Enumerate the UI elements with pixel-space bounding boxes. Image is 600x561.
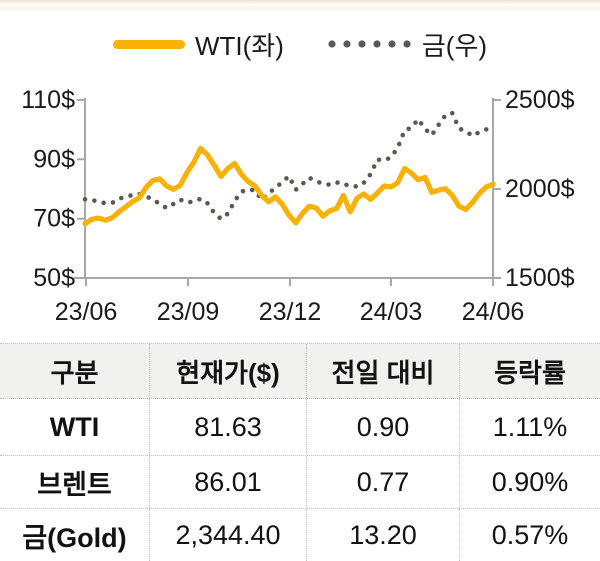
- brent-change: 0.77: [306, 456, 459, 508]
- left-tick-110: 110$: [21, 86, 75, 114]
- chart-canvas: 110$ 90$ 70$ 50$ 2500$ 2000$ 1500$ 23/06…: [21, 86, 575, 326]
- header-current-price: 현재가($): [149, 344, 306, 398]
- left-axis-labels: 110$ 90$ 70$ 50$: [21, 86, 75, 292]
- gold-change: 13.20: [306, 509, 459, 561]
- wti-change-rate: 1.11%: [459, 399, 600, 455]
- table-row-brent: 브렌트 86.01 0.77 0.90%: [0, 456, 600, 509]
- header-category: 구분: [50, 357, 99, 388]
- brent-change-rate: 0.90%: [459, 456, 600, 508]
- chart-legend: WTI(좌) 금(우): [0, 26, 600, 62]
- right-tick-2500: 2500$: [505, 86, 575, 114]
- table-row-gold: 금(Gold) 2,344.40 13.20 0.57%: [0, 509, 600, 561]
- x-tick-2312: 23/12: [259, 298, 322, 326]
- brent-price: 86.01: [149, 456, 306, 508]
- right-tick-1500: 1500$: [505, 264, 575, 292]
- brent-name: 브렌트: [37, 469, 112, 500]
- left-tick-50: 50$: [33, 264, 75, 292]
- x-tick-2309: 23/09: [157, 298, 220, 326]
- gold-name: 금(Gold): [22, 522, 127, 553]
- left-tick-90: 90$: [33, 145, 75, 173]
- wti-change: 0.90: [306, 399, 459, 455]
- left-tick-70: 70$: [33, 205, 75, 233]
- wti-name: WTI: [49, 411, 100, 442]
- header-change-rate: 등락률: [459, 344, 600, 398]
- x-axis-labels: 23/06 23/09 23/12 24/03 24/06: [55, 298, 525, 326]
- x-tick-2306: 23/06: [55, 298, 118, 326]
- x-tick-2403: 24/03: [360, 298, 423, 326]
- wti-line-swatch: [112, 39, 185, 49]
- legend-item-wti: WTI(좌): [112, 26, 284, 63]
- gold-dots-swatch: [328, 40, 411, 48]
- gold-change-rate: 0.57%: [459, 509, 600, 561]
- legend-label-gold: 금(우): [421, 30, 488, 61]
- legend-label-wti: WTI(좌): [194, 30, 284, 61]
- top-accent-strip: [0, 0, 600, 12]
- axes: [74, 98, 501, 286]
- gold-line: [82, 110, 496, 222]
- wti-price: 81.63: [149, 399, 306, 455]
- price-table: 구분 현재가($) 전일 대비 등락률 WTI 81.63 0.90 1.11%…: [0, 343, 600, 561]
- legend-item-gold: 금(우): [326, 26, 487, 63]
- table-row-wti: WTI 81.63 0.90 1.11%: [0, 399, 600, 456]
- wti-line: [82, 145, 496, 227]
- header-daily-change: 전일 대비: [306, 344, 459, 398]
- x-tick-2406: 24/06: [462, 298, 525, 326]
- table-header-row: 구분 현재가($) 전일 대비 등락률: [0, 343, 600, 399]
- right-axis-labels: 2500$ 2000$ 1500$: [505, 86, 575, 292]
- gold-price: 2,344.40: [149, 509, 306, 561]
- dual-axis-chart: 110$ 90$ 70$ 50$ 2500$ 2000$ 1500$ 23/06…: [0, 60, 600, 340]
- right-tick-2000: 2000$: [505, 175, 575, 203]
